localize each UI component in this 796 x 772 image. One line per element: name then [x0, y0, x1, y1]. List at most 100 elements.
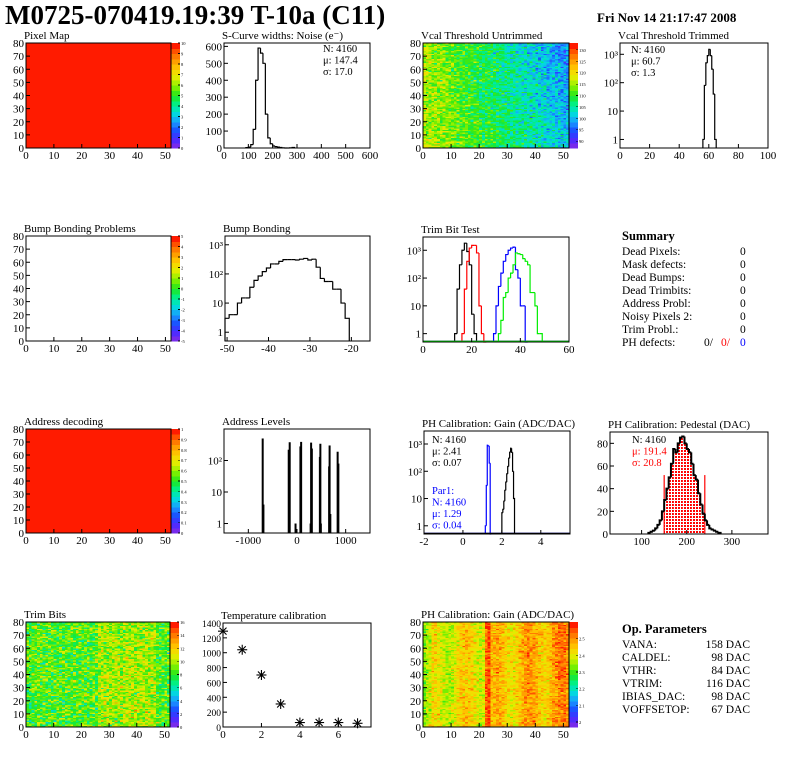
heatmap-cell — [84, 115, 88, 117]
heatmap-cell — [109, 124, 113, 126]
heatmap-cell — [95, 113, 99, 116]
heatmap-cell — [131, 48, 136, 50]
heatmap-cell — [51, 75, 55, 78]
heatmap-cell — [123, 44, 127, 46]
heatmap-cell — [81, 109, 85, 112]
heatmap-cell — [123, 88, 127, 91]
heatmap-cell — [84, 119, 88, 121]
heatmap-cell — [129, 87, 133, 90]
heatmap-cell — [42, 48, 46, 50]
heatmap-cell — [123, 132, 127, 134]
heatmap-cell — [34, 50, 38, 53]
heatmap-cell — [112, 132, 116, 134]
heatmap-cell — [51, 121, 55, 124]
heatmap-cell — [140, 49, 144, 52]
heatmap-cell — [45, 74, 49, 77]
heatmap-cell — [148, 120, 152, 123]
heatmap-cell — [84, 112, 88, 115]
heatmap-cell — [95, 145, 99, 147]
heatmap-cell — [62, 77, 66, 79]
heatmap-cell — [120, 145, 124, 147]
heatmap-cell — [90, 145, 94, 147]
heatmap-cell — [134, 106, 138, 108]
heatmap-cell — [48, 140, 52, 142]
heatmap-cell — [65, 56, 69, 58]
heatmap-cell — [45, 82, 49, 84]
heatmap-cell — [76, 62, 80, 65]
heatmap-cell — [120, 142, 124, 145]
heatmap-cell — [92, 79, 97, 82]
heatmap-cell — [31, 50, 35, 53]
heatmap-cell — [137, 124, 141, 126]
heatmap-cell — [42, 46, 46, 49]
heatmap-cell — [87, 82, 91, 84]
heatmap-cell — [148, 124, 152, 126]
heatmap-cell — [134, 86, 138, 88]
heatmap-cell — [34, 109, 38, 112]
heatmap-cell — [53, 120, 57, 123]
heatmap-cell — [51, 77, 55, 79]
heatmap-cell — [157, 65, 161, 67]
heatmap-cell — [26, 138, 30, 141]
heatmap-cell — [109, 95, 113, 98]
heatmap-cell — [112, 116, 116, 119]
heatmap-cell — [62, 81, 66, 83]
heatmap-cell — [145, 50, 149, 53]
heatmap-cell — [143, 86, 147, 88]
heatmap-cell — [95, 69, 99, 71]
heatmap-cell — [67, 90, 71, 92]
heatmap-cell — [92, 106, 97, 108]
heatmap-cell — [70, 129, 74, 132]
heatmap-cell — [56, 116, 60, 119]
heatmap-cell — [115, 91, 119, 94]
heatmap-cell — [126, 127, 130, 129]
heatmap-cell — [70, 87, 74, 90]
heatmap-cell — [56, 61, 60, 63]
heatmap-cell — [95, 144, 99, 146]
heatmap-cell — [90, 53, 94, 56]
heatmap-cell — [123, 52, 127, 54]
heatmap-cell — [51, 88, 55, 91]
heatmap-cell — [51, 85, 55, 87]
heatmap-cell — [101, 137, 105, 140]
heatmap-cell — [90, 87, 94, 90]
heatmap-cell — [48, 91, 52, 94]
heatmap-cell — [37, 100, 41, 103]
heatmap-cell — [73, 81, 77, 83]
heatmap-cell — [76, 124, 80, 126]
heatmap-cell — [115, 134, 119, 137]
heatmap-cell — [92, 61, 97, 63]
heatmap-cell — [137, 127, 141, 129]
heatmap-cell — [45, 92, 49, 95]
heatmap-cell — [118, 52, 122, 54]
heatmap-cell — [134, 98, 138, 100]
heatmap-cell — [70, 107, 74, 109]
heatmap-cell — [53, 66, 57, 69]
heatmap-cell — [165, 109, 169, 112]
heatmap-cell — [159, 66, 163, 69]
heatmap-cell — [37, 127, 41, 129]
heatmap-cell — [112, 81, 116, 83]
heatmap-cell — [137, 48, 141, 50]
heatmap-cell — [120, 88, 124, 91]
heatmap-cell — [51, 53, 55, 56]
heatmap-cell — [137, 104, 141, 107]
heatmap-cell — [59, 43, 63, 45]
heatmap-cell — [62, 49, 66, 52]
heatmap-cell — [90, 116, 94, 119]
heatmap-cell — [48, 88, 52, 91]
heatmap-cell — [101, 66, 105, 69]
heatmap-cell — [84, 141, 88, 144]
heatmap-cell — [26, 113, 30, 116]
heatmap-cell — [70, 95, 74, 98]
heatmap-cell — [56, 125, 60, 128]
heatmap-cell — [115, 45, 119, 48]
heatmap-cell — [143, 56, 147, 58]
heatmap-cell — [162, 86, 166, 88]
heatmap-cell — [78, 57, 83, 60]
heatmap-cell — [78, 73, 83, 75]
heatmap-cell — [134, 46, 138, 49]
heatmap-cell — [48, 129, 52, 132]
heatmap-cell — [95, 140, 99, 142]
heatmap-cell — [159, 90, 163, 92]
